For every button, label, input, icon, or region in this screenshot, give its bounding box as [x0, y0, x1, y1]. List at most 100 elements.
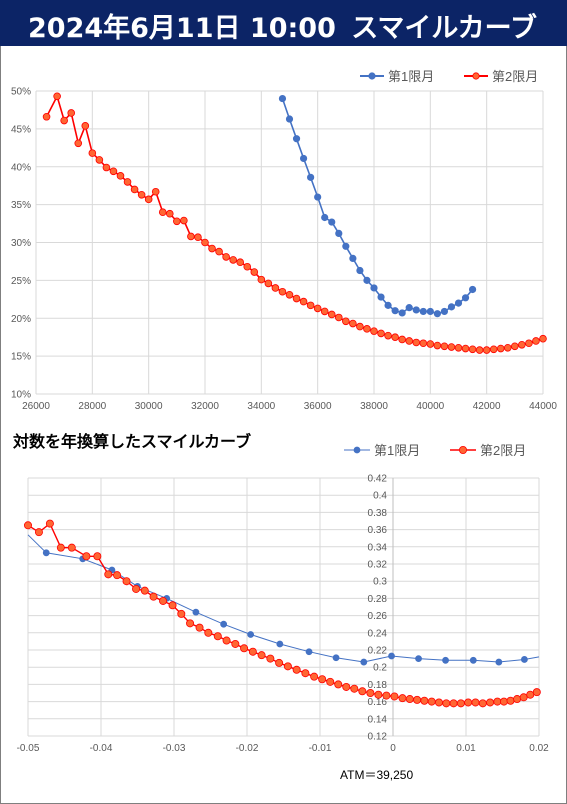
chart1-x-tick-label: 30000 [135, 401, 163, 412]
chart2-data-point [478, 699, 487, 708]
chart1-data-point [468, 345, 477, 354]
chart2-x-tick-label: -0.01 [309, 743, 332, 754]
chart1-data-point [173, 217, 181, 226]
chart1-data-point [222, 253, 230, 261]
chart1-data-point [496, 344, 505, 353]
chart2-data-point [434, 698, 443, 707]
chart2-x-tick-label: 0.01 [456, 743, 476, 754]
chart1-data-point [447, 343, 456, 351]
chart2-y-tick-label: 0.24 [368, 628, 388, 639]
chart1-data-point [320, 307, 329, 316]
chart1-data-point [363, 325, 371, 333]
chart1-data-point [187, 232, 195, 241]
chart1-data-point [370, 327, 378, 335]
chart2-y-tick-label: 0.14 [368, 714, 388, 725]
chart1-data-point [412, 306, 420, 314]
chart2-data-point [318, 675, 327, 684]
chart2-y-tick-label: 0.22 [368, 646, 388, 657]
chart1-data-point [151, 187, 160, 196]
chart2-data-point [82, 552, 91, 561]
chart2-data-point [350, 684, 359, 693]
chart2-data-point [220, 620, 228, 628]
chart2-data-point [122, 577, 131, 586]
chart2-data-point [266, 654, 275, 663]
chart1-data-point [405, 304, 413, 312]
chart1-x-tick-label: 34000 [247, 401, 275, 412]
chart1-data-point [314, 193, 322, 201]
chart2-data-point [358, 687, 367, 696]
chart1-data-point [307, 173, 315, 181]
chart1-y-tick-label: 35% [11, 200, 31, 211]
chart2-data-point [493, 697, 502, 706]
chart2-data-point [360, 658, 368, 666]
chart1-data-point [335, 229, 343, 238]
chart1-data-point [475, 346, 484, 354]
chart2-series-line [27, 522, 538, 705]
chart2-data-point [104, 570, 113, 579]
chart2-data-point [275, 658, 284, 667]
chart1-x-tick-label: 40000 [416, 401, 444, 412]
chart1-data-point [342, 317, 350, 326]
chart1-data-point [328, 218, 336, 226]
header-date-time: 2024年6月11日 10:00 [28, 13, 336, 44]
chart2-data-point [168, 601, 177, 610]
chart2-y-tick-label: 0.3 [373, 577, 387, 588]
chart1-data-point [482, 346, 491, 354]
chart1-legend-marker [472, 72, 480, 80]
chart2-data-point [390, 692, 399, 701]
chart2-y-tick-label: 0.18 [368, 680, 388, 691]
chart1-y-tick-label: 50% [11, 87, 31, 98]
header-title: スマイルカーブ [351, 13, 537, 44]
chart2-x-tick-label: -0.03 [163, 743, 186, 754]
chart2-data-point [374, 690, 383, 699]
chart1-data-point [88, 149, 97, 157]
chart1-data-point [278, 94, 287, 103]
chart1-data-point [426, 340, 435, 348]
chart2-data-point [305, 648, 313, 656]
chart1-data-point [398, 309, 406, 317]
chart1-data-point [468, 285, 477, 294]
log-annualized-smile-chart: 0.12 0.14 0.16 0.18 0.2 0.22 0.24 0.26 0.28 0.3 0.… [17, 443, 550, 754]
chart2-data-point [113, 571, 122, 580]
chart1-x-tick-label: 26000 [22, 401, 50, 412]
chart2-data-point [456, 699, 465, 708]
chart2-x-tick-label: 0 [390, 743, 396, 754]
chart2-y-tick-label: 0.28 [368, 594, 388, 605]
chart2-data-point [405, 695, 414, 704]
chart2-data-point [495, 658, 503, 666]
chart2-data-point [342, 682, 351, 691]
chart2-data-point [204, 628, 213, 637]
chart1-data-point [292, 135, 301, 143]
chart2-data-point [42, 549, 50, 557]
chart1-data-point [356, 266, 364, 275]
chart1-data-point [299, 154, 308, 163]
chart1-data-point [384, 331, 392, 340]
chart1-data-point [130, 185, 139, 194]
chart1-data-point [313, 304, 322, 313]
chart1-data-point [137, 190, 146, 199]
chart2-data-point [398, 694, 407, 703]
chart2-data-point [469, 656, 477, 664]
chart1-series-line [281, 98, 474, 315]
header-banner: 2024年6月11日 10:00 スマイルカーブ [0, 0, 567, 46]
chart1-data-point [342, 242, 350, 250]
chart1-data-point [391, 307, 399, 315]
chart1-data-point [349, 319, 357, 328]
chart1-data-point [299, 297, 308, 306]
chart1-data-point [165, 209, 174, 218]
chart1-data-point [194, 233, 202, 241]
chart1-data-point [454, 343, 463, 352]
chart1-data-point [67, 109, 76, 117]
chart2-data-point [519, 693, 528, 702]
chart2-data-point [276, 640, 284, 648]
chart2-data-point [526, 690, 535, 699]
chart2-y-tick-label: 0.38 [368, 508, 388, 519]
chart1-data-point [405, 337, 414, 345]
chart2-data-point [247, 631, 255, 638]
chart1-data-point [60, 116, 68, 125]
chart2-data-point [186, 619, 195, 628]
chart1-data-point [264, 279, 273, 288]
chart2-data-point [222, 636, 231, 645]
chart1-data-point [229, 256, 237, 264]
chart1-data-point [250, 268, 259, 276]
